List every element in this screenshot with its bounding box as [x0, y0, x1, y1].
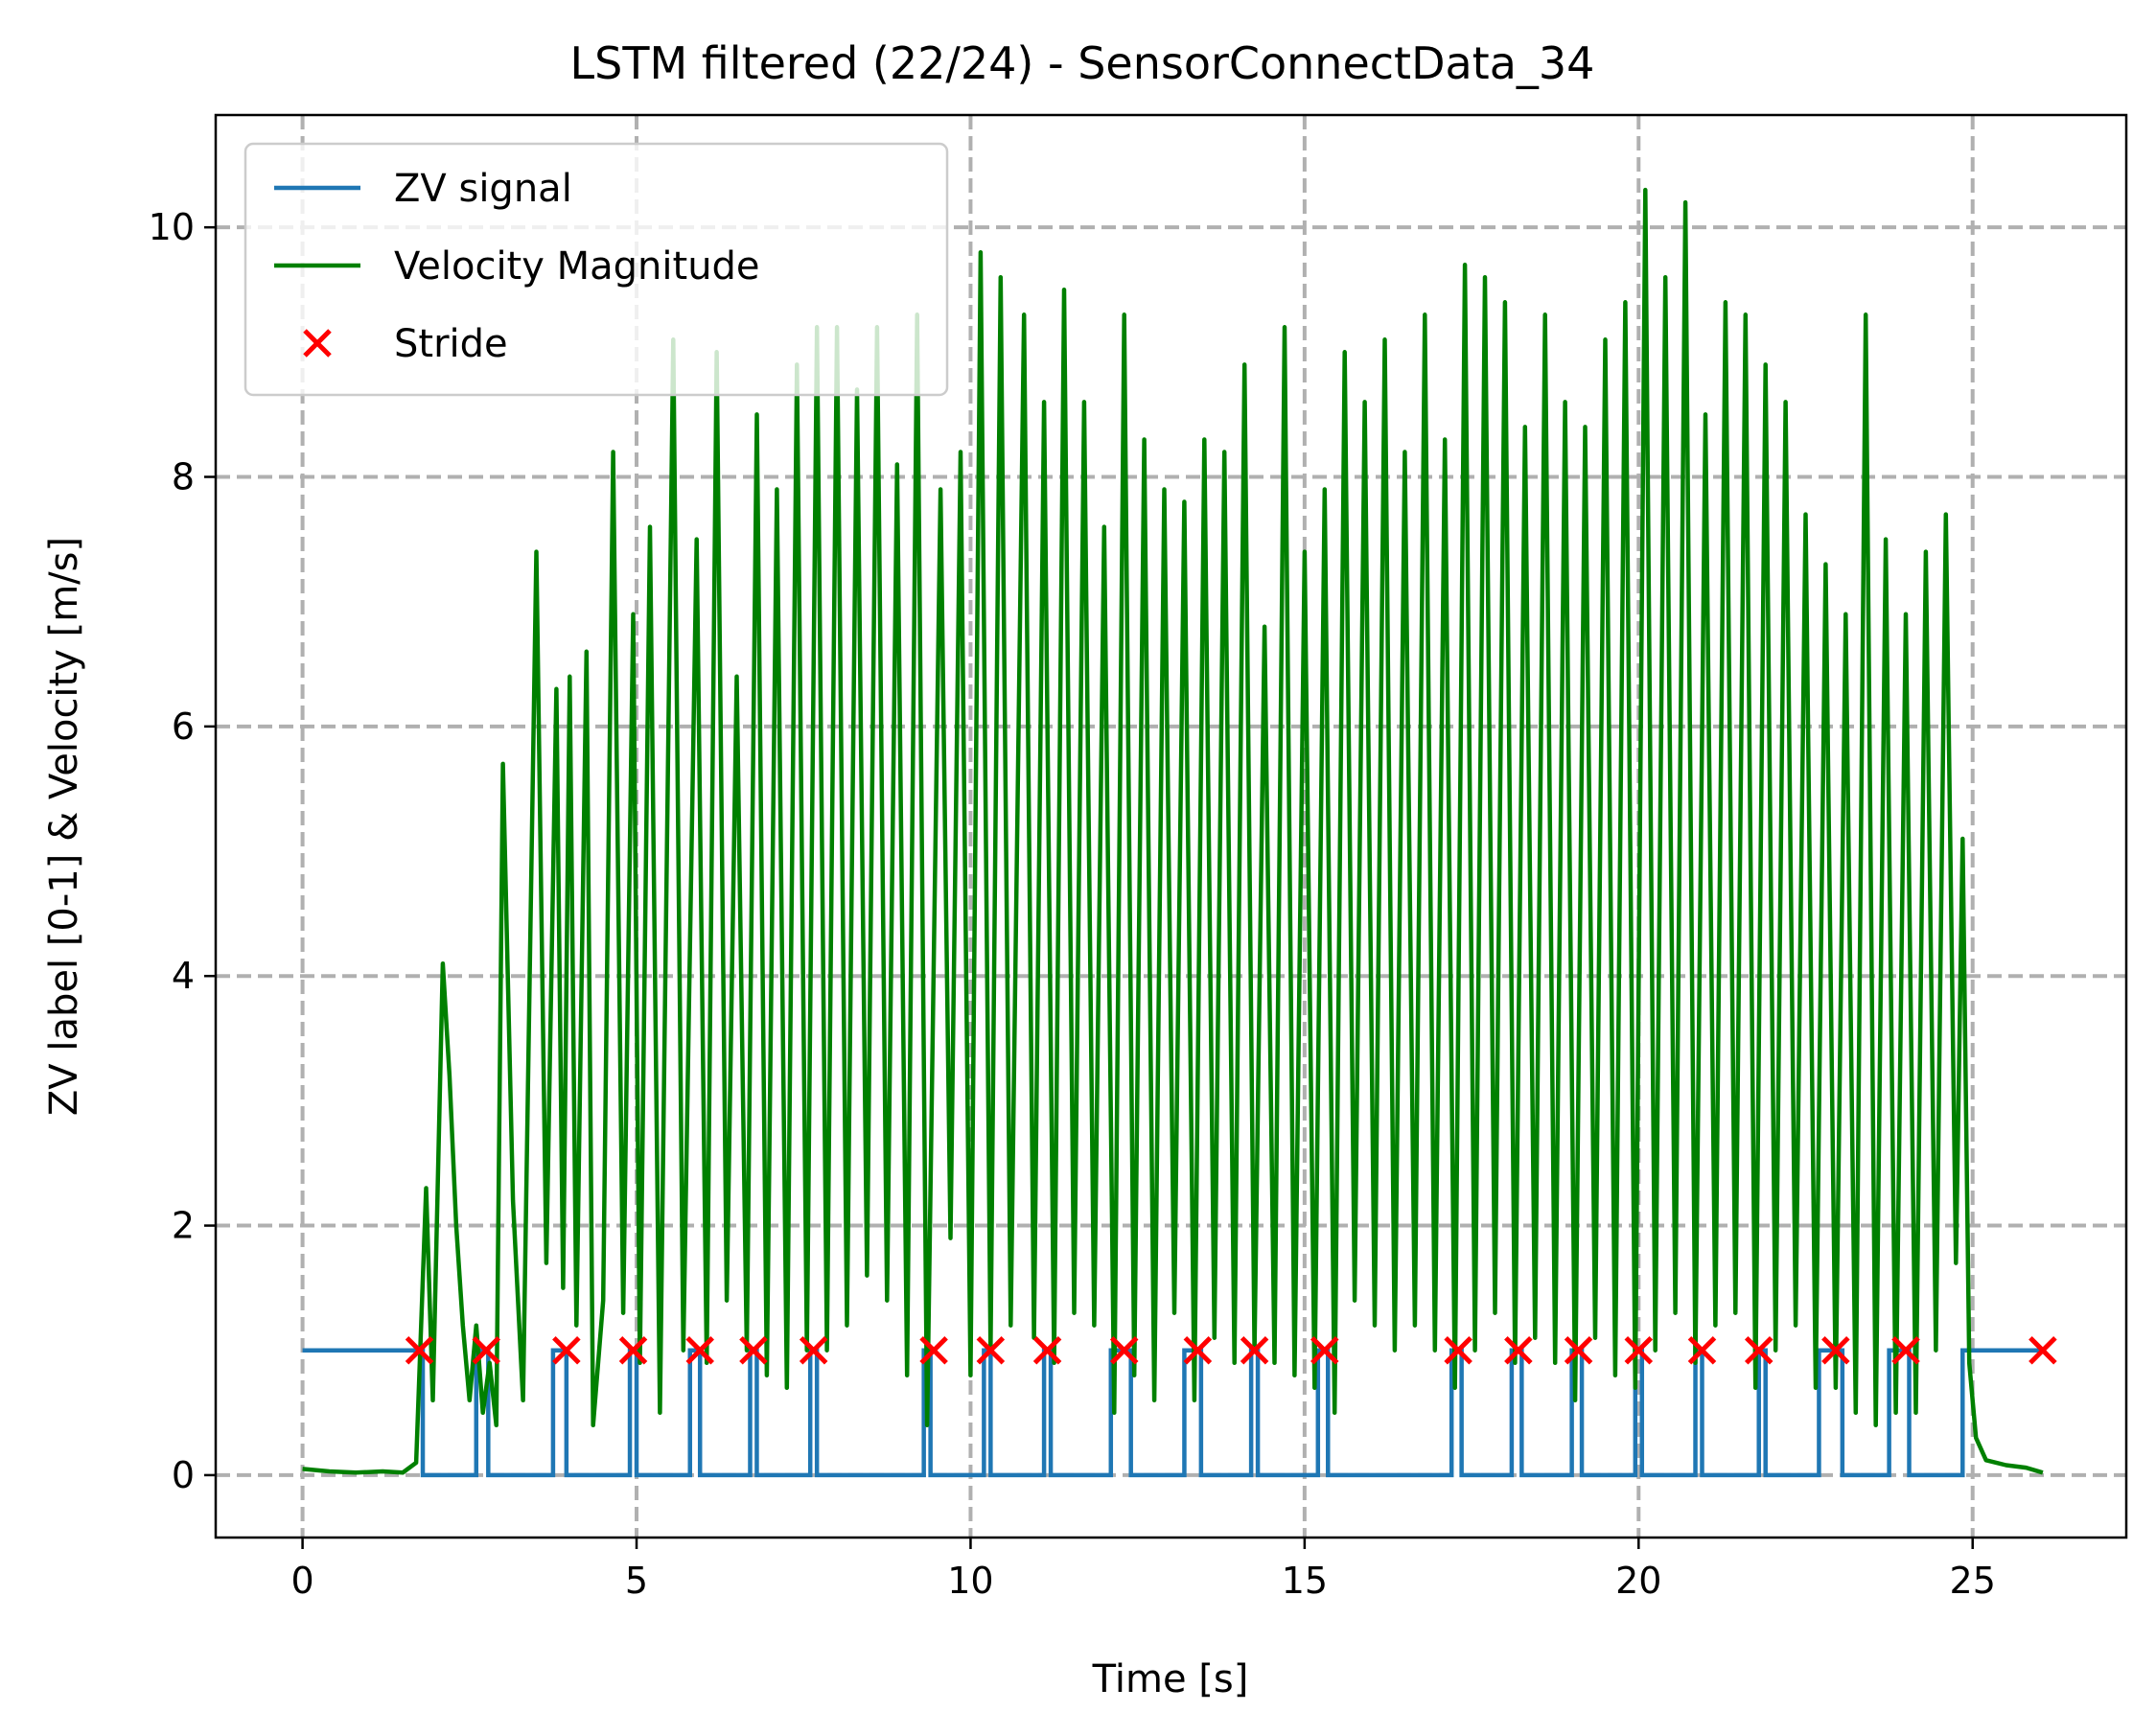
stride-marker-stroke-b	[739, 1335, 768, 1365]
y-axis-label: ZV label [0-1] & Velocity [m/s]	[42, 537, 86, 1116]
stride-marker-stroke-b	[976, 1335, 1006, 1365]
stride-marker-stroke-b	[1624, 1335, 1654, 1365]
stride-marker-stroke-b	[1687, 1335, 1717, 1365]
legend: ZV signal Velocity Magnitude Stride	[243, 142, 949, 397]
stride-marker-13	[1240, 1335, 1269, 1365]
stride-marker-stroke-b	[1564, 1335, 1593, 1365]
stride-marker-stroke-b	[685, 1335, 714, 1365]
stride-marker-stroke-b	[1891, 1335, 1920, 1365]
stride-marker-stroke-b	[1032, 1335, 1062, 1365]
stride-marker-9	[976, 1335, 1006, 1365]
x-tick-label-5: 5	[625, 1560, 648, 1602]
stride-marker-stroke-b	[1109, 1335, 1139, 1365]
stride-marker-1	[405, 1335, 434, 1365]
stride-marker-3	[552, 1335, 581, 1365]
x-tick-label-10: 10	[947, 1560, 993, 1602]
stride-marker-stroke-b	[1444, 1335, 1472, 1365]
stride-marker-stroke-b	[919, 1335, 948, 1365]
stride-marker-stroke-b	[1240, 1335, 1269, 1365]
stride-marker-stroke-b	[1744, 1335, 1773, 1365]
stride-marker-10	[1032, 1335, 1062, 1365]
series-layer	[302, 187, 2044, 1478]
stride-marker-stroke-b	[618, 1335, 648, 1365]
y-tick-label-10: 10	[149, 206, 195, 248]
stride-marker-19	[1687, 1335, 1717, 1365]
x-tick-label-20: 20	[1615, 1560, 1661, 1602]
series-line-velocity-magnitude	[302, 187, 2044, 1475]
stride-markers	[405, 1335, 2057, 1365]
stride-marker-stroke-b	[2028, 1335, 2057, 1365]
stride-marker-stroke-b	[1821, 1335, 1850, 1365]
y-tick-label-2: 2	[172, 1205, 195, 1247]
legend-label-0: ZV signal	[394, 167, 572, 211]
stride-marker-4	[618, 1335, 648, 1365]
stride-marker-12	[1183, 1335, 1213, 1365]
stride-marker-20	[1744, 1335, 1773, 1365]
y-tick-label-6: 6	[172, 706, 195, 748]
stride-marker-stroke-b	[799, 1335, 828, 1365]
plot-area	[302, 187, 2057, 1478]
stride-marker-7	[799, 1335, 828, 1365]
y-tick-label-8: 8	[172, 456, 195, 498]
stride-marker-stroke-b	[1310, 1335, 1339, 1365]
legend-box	[243, 142, 949, 397]
stride-marker-stroke-b	[552, 1335, 581, 1365]
stride-marker-23	[2028, 1335, 2057, 1365]
x-tick-label-0: 0	[290, 1560, 313, 1602]
stride-marker-16	[1504, 1335, 1533, 1365]
stride-marker-8	[919, 1335, 948, 1365]
legend-label-1: Velocity Magnitude	[394, 244, 760, 289]
stride-marker-14	[1310, 1335, 1339, 1365]
stride-marker-stroke-b	[1504, 1335, 1533, 1365]
x-tick-label-15: 15	[1282, 1560, 1328, 1602]
chart-title: LSTM filtered (22/24) - SensorConnectDat…	[570, 37, 1595, 89]
stride-marker-stroke-b	[472, 1335, 500, 1365]
stride-marker-17	[1564, 1335, 1593, 1365]
stride-marker-11	[1109, 1335, 1139, 1365]
stride-marker-5	[685, 1335, 714, 1365]
y-tick-label-4: 4	[172, 955, 195, 997]
stride-marker-21	[1821, 1335, 1850, 1365]
stride-marker-stroke-b	[1183, 1335, 1213, 1365]
stride-marker-22	[1891, 1335, 1920, 1365]
stride-marker-2	[472, 1335, 500, 1365]
x-axis-label: Time [s]	[1092, 1657, 1249, 1701]
y-tick-label-0: 0	[172, 1454, 195, 1496]
stride-marker-6	[739, 1335, 768, 1365]
stride-marker-15	[1444, 1335, 1472, 1365]
plot-frame	[214, 113, 2128, 1539]
stride-marker-stroke-b	[405, 1335, 434, 1365]
legend-marker-stride-b	[303, 329, 332, 358]
axis-ticks: 0 5 10 15 20 25 0 2 4 6 8 10	[149, 206, 1996, 1602]
legend-label-2: Stride	[394, 322, 508, 366]
x-tick-label-25: 25	[1950, 1560, 1996, 1602]
stride-marker-18	[1624, 1335, 1654, 1365]
